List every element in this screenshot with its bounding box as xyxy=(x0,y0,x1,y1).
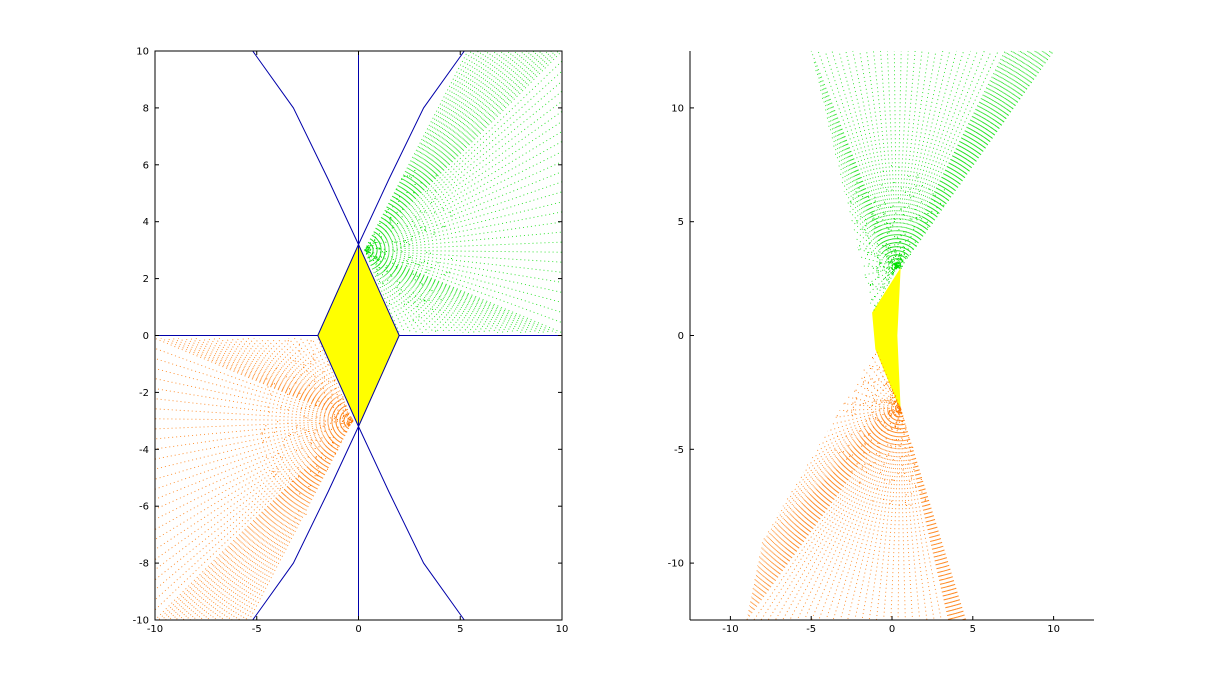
left-region-green xyxy=(364,50,563,334)
left-y-tick-label: -8 xyxy=(139,559,149,570)
left-boundary-line-6 xyxy=(317,335,359,427)
left-x-tick-label: 5 xyxy=(457,624,463,635)
right-x-tick-label: -5 xyxy=(806,624,816,635)
left-y-tick-label: 6 xyxy=(143,160,149,171)
right-region-green-cloud xyxy=(849,165,945,306)
left-region-orange xyxy=(154,337,354,621)
left-x-tick-label: 10 xyxy=(556,624,569,635)
left-y-tick-label: 0 xyxy=(143,331,149,342)
left-plot-axes: -10 -5 0 5 10 -10 -8 -6 -4 -2 0 2 4 6 8 10 xyxy=(133,47,569,636)
left-y-tick-label: -6 xyxy=(139,502,149,513)
right-x-tick-label: 0 xyxy=(889,624,895,635)
right-region-yellow-fill xyxy=(872,267,901,409)
left-x-tick-label: -10 xyxy=(147,624,163,635)
left-boundary-line-7 xyxy=(358,50,465,245)
right-y-tick-label: -10 xyxy=(668,559,684,570)
right-x-tick-label: 10 xyxy=(1047,624,1060,635)
left-boundary-line-4 xyxy=(358,244,400,336)
right-y-tick-label: 5 xyxy=(678,217,684,228)
left-region-orange-rays xyxy=(154,337,353,621)
right-x-tick-label: -10 xyxy=(722,624,738,635)
left-y-tick-label: -10 xyxy=(133,616,149,627)
left-y-tick-label: -2 xyxy=(139,388,149,399)
right-region-orange-rays xyxy=(746,349,967,621)
right-region-yellow xyxy=(872,267,901,409)
left-x-tick-label: 0 xyxy=(355,624,361,635)
right-region-green-rays xyxy=(810,50,1054,313)
left-boundary-line-9 xyxy=(358,426,465,621)
right-x-tick-label: 5 xyxy=(970,624,976,635)
left-plot-data xyxy=(154,50,563,621)
right-region-orange xyxy=(746,349,967,621)
left-y-tick-label: 10 xyxy=(136,47,149,58)
left-boundary-line-5 xyxy=(358,335,400,427)
right-region-orange-cloud xyxy=(834,353,926,506)
left-region-green-rays xyxy=(364,50,563,334)
left-boundary-line-3 xyxy=(317,244,359,336)
left-region-orange-cloud xyxy=(261,340,354,519)
left-region-green-cloud xyxy=(364,170,453,332)
right-y-tick-label: -5 xyxy=(674,445,684,456)
right-plot: -10 -5 0 5 10 -10 -5 0 5 10 xyxy=(668,50,1094,635)
right-region-green xyxy=(810,50,1054,313)
right-y-tick-label: 0 xyxy=(678,331,684,342)
right-plot-data xyxy=(746,50,1054,621)
left-y-tick-label: 2 xyxy=(143,274,149,285)
left-y-tick-label: -4 xyxy=(139,445,149,456)
left-x-tick-label: -5 xyxy=(252,624,262,635)
left-boundary-line-10 xyxy=(252,426,359,621)
left-boundary-line-8 xyxy=(252,50,359,245)
left-plot: -10 -5 0 5 10 -10 -8 -6 -4 -2 0 2 4 6 8 10 xyxy=(133,47,569,636)
right-plot-axes: -10 -5 0 5 10 -10 -5 0 5 10 xyxy=(668,51,1094,635)
left-y-tick-label: 8 xyxy=(143,103,149,114)
left-y-tick-label: 4 xyxy=(143,217,149,228)
right-y-tick-label: 10 xyxy=(671,103,684,114)
